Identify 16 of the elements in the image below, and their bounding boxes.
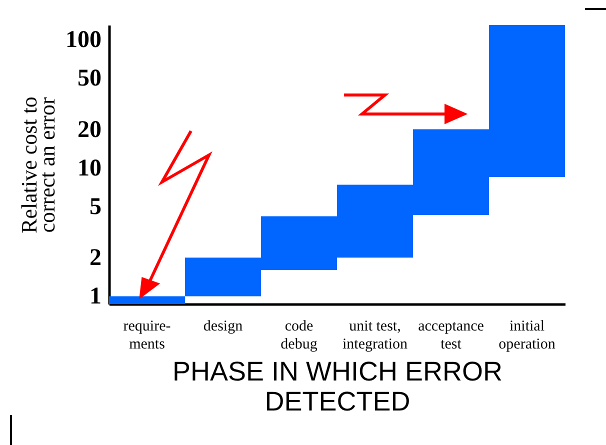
x-axis-title: PHASE IN WHICH ERROR DETECTED — [172, 356, 503, 416]
y-tick-label: 10 — [78, 155, 102, 182]
y-tick-label: 50 — [78, 66, 102, 92]
y-tick-label: 20 — [78, 116, 102, 143]
x-tick-label: require- ments — [123, 318, 171, 352]
x-tick-label: acceptance test — [418, 318, 484, 352]
x-tick-label: design — [203, 318, 244, 334]
bar — [109, 296, 185, 304]
y-tick-label: 100 — [66, 27, 102, 54]
x-tick-label: unit test, integration — [342, 318, 408, 352]
y-tick-label: 5 — [90, 194, 102, 220]
x-tick-label: code debug — [280, 318, 318, 352]
y-axis-title: Relative cost to correct an error — [16, 96, 60, 234]
y-tick-label: 2 — [90, 245, 102, 272]
y-tick-label: 1 — [90, 284, 102, 310]
x-tick-label: initial operation — [498, 318, 556, 352]
